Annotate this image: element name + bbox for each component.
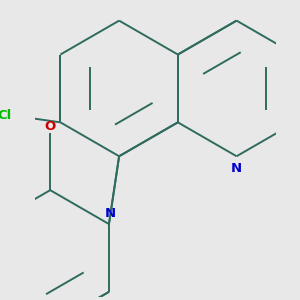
Text: Cl: Cl [0,109,11,122]
Text: N: N [105,207,116,220]
Text: O: O [45,120,56,133]
Text: N: N [231,162,242,175]
